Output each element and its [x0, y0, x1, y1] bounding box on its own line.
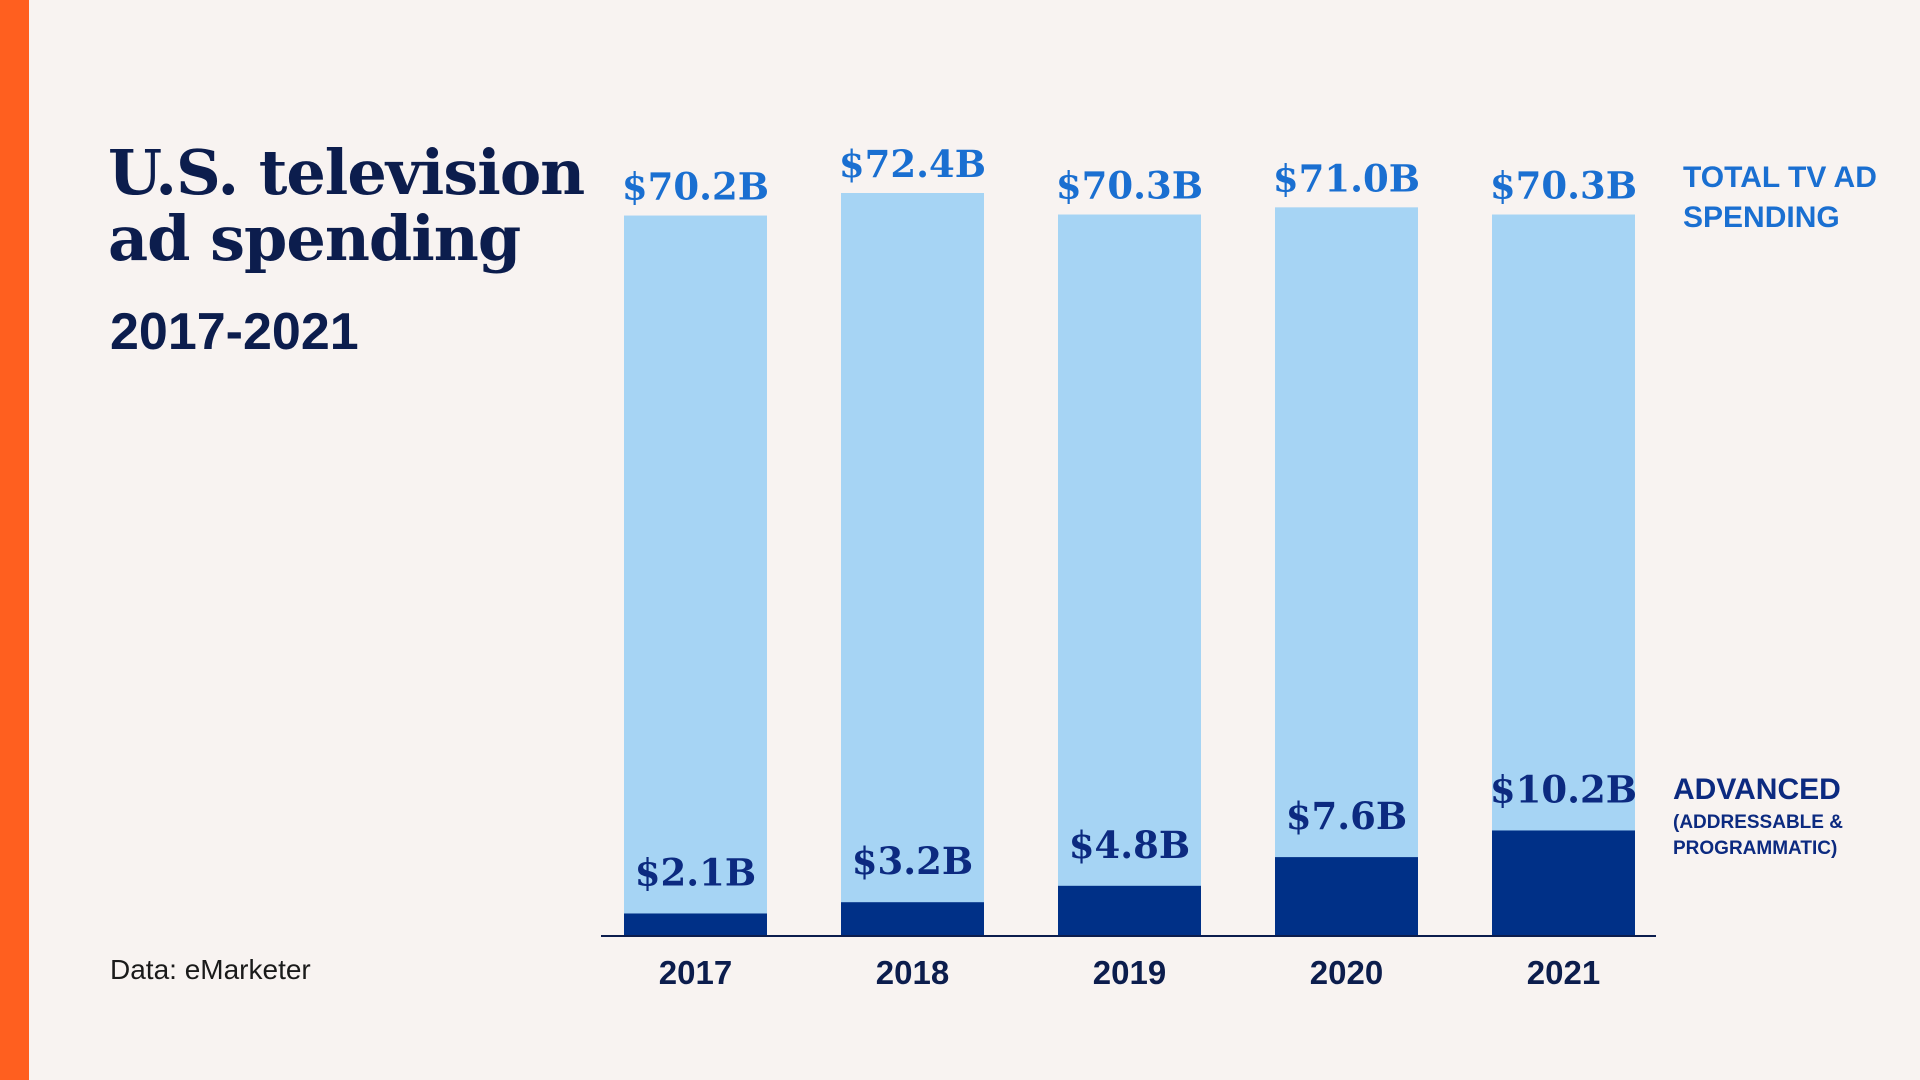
- chart-subtitle: 2017-2021: [110, 303, 359, 361]
- chart-title: U.S. television ad spending: [108, 136, 585, 275]
- advanced-bar-2017: [624, 913, 767, 935]
- legend-advanced: ADVANCED (ADDRESSABLE & PROGRAMMATIC): [1673, 770, 1843, 862]
- advanced-value-label-2019: $4.8B: [1069, 823, 1190, 867]
- advanced-value-label-2017: $2.1B: [635, 850, 756, 894]
- legend-total-line-1: TOTAL TV AD: [1683, 161, 1877, 194]
- total-value-label-2018: $72.4B: [839, 142, 986, 186]
- x-tick-label-2017: 2017: [659, 954, 732, 991]
- x-tick-label-2021: 2021: [1527, 954, 1600, 991]
- chart-title-line-2: ad spending: [108, 202, 521, 275]
- data-source: Data: eMarketer: [110, 954, 311, 985]
- advanced-bar-2020: [1275, 857, 1418, 935]
- total-value-label-2017: $70.2B: [622, 165, 769, 209]
- advanced-bar-2018: [841, 902, 984, 935]
- total-bar-2021: [1492, 214, 1635, 935]
- legend-total: TOTAL TV AD SPENDING: [1683, 158, 1877, 238]
- x-tick-label-2019: 2019: [1093, 954, 1166, 991]
- advanced-bar-2021: [1492, 830, 1635, 935]
- legend-total-line-2: SPENDING: [1683, 201, 1840, 234]
- x-tick-label-2020: 2020: [1310, 954, 1383, 991]
- advanced-value-label-2020: $7.6B: [1286, 794, 1407, 838]
- advanced-bar-2019: [1058, 885, 1201, 935]
- total-value-label-2021: $70.3B: [1490, 164, 1637, 208]
- total-value-label-2019: $70.3B: [1056, 164, 1203, 208]
- total-value-label-2020: $71.0B: [1273, 156, 1420, 200]
- accent-bar: [0, 0, 29, 1080]
- total-bar-2018: [841, 193, 984, 935]
- advanced-value-label-2018: $3.2B: [852, 839, 973, 883]
- advanced-value-label-2021: $10.2B: [1490, 767, 1637, 811]
- legend-advanced-sub-2: PROGRAMMATIC): [1673, 838, 1838, 859]
- legend-advanced-label: ADVANCED: [1673, 773, 1841, 806]
- chart-title-line-1: U.S. television: [108, 136, 585, 209]
- total-bar-2017: [624, 215, 767, 935]
- total-bar-2019: [1058, 214, 1201, 935]
- legend-advanced-sub-1: (ADDRESSABLE &: [1673, 812, 1843, 833]
- total-bar-2020: [1275, 207, 1418, 935]
- x-tick-label-2018: 2018: [876, 954, 949, 991]
